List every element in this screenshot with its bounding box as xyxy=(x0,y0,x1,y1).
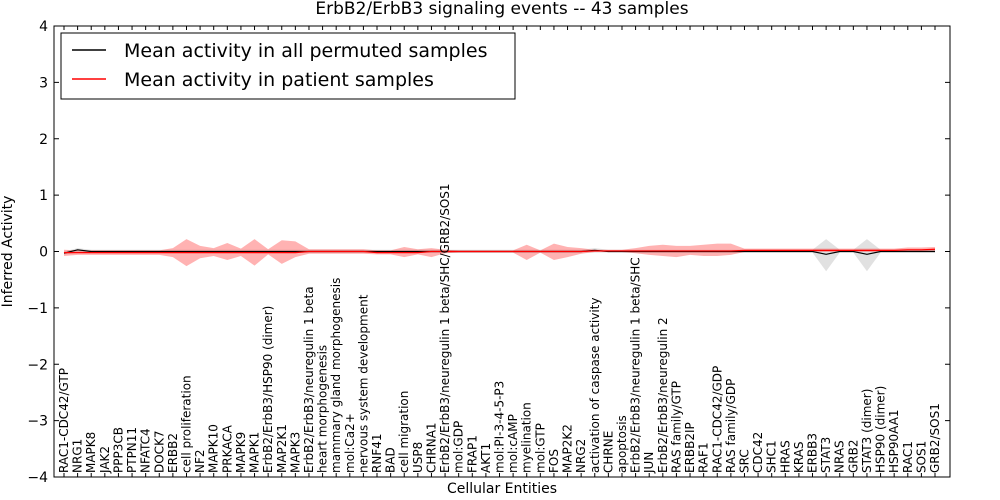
x-category-label: STAT3 xyxy=(819,437,833,473)
x-category-label: BAD xyxy=(384,447,398,473)
line-series-2 xyxy=(64,248,936,254)
x-category-label: MAPK8 xyxy=(84,432,98,473)
x-category-label: GRB2/SOS1 xyxy=(928,403,942,473)
y-tick-label: 0 xyxy=(39,245,48,261)
x-category-label: SOS1 xyxy=(914,441,928,473)
x-category-label: NFATC4 xyxy=(139,428,153,473)
x-category-label: JUN xyxy=(642,452,656,474)
chart-title: ErbB2/ErbB3 signaling events -- 43 sampl… xyxy=(315,0,688,19)
x-category-label: ERBB2IP xyxy=(683,422,697,473)
x-category-label: PPP3CB xyxy=(111,427,125,473)
x-category-label: HRAS xyxy=(778,440,792,473)
legend-label-series-1: Mean activity in all permuted samples xyxy=(124,40,487,62)
y-tick-label: −1 xyxy=(27,301,48,317)
x-category-label: mol:Ca2+ xyxy=(343,413,357,473)
x-category-label: SHC1 xyxy=(765,440,779,473)
x-category-label: ERBB3 xyxy=(806,433,820,473)
x-category-label: RAC1-CDC42/GDP xyxy=(710,366,724,473)
x-axis-ticks: RAC1-CDC42/GTP NRG1 MAPK8 JAK2 PPP3CB PTPN11 N… xyxy=(57,26,942,477)
y-tick-label: 2 xyxy=(39,132,48,148)
x-category-label: RAS family/GTP xyxy=(669,381,683,473)
x-category-label: PRKACA xyxy=(220,424,234,473)
x-category-label: ErbB2/ErbB3/HSP90 (dimer) xyxy=(261,306,275,473)
legend-box xyxy=(60,32,516,100)
x-category-label: MAPK10 xyxy=(207,424,221,473)
x-category-label: MAP2K2 xyxy=(561,424,575,473)
x-category-label: mol:PI-3-4-5-P3 xyxy=(493,381,507,473)
x-category-label: USP8 xyxy=(411,442,425,473)
x-category-label: PTPN11 xyxy=(125,427,139,473)
x-category-label: ErbB2/ErbB3/neuregulin 2 xyxy=(656,317,670,473)
x-category-label: mol:cAMP xyxy=(506,414,520,473)
x-category-label: myelination xyxy=(520,402,534,473)
x-category-label: heart morphogenesis xyxy=(316,345,330,473)
plot-frame xyxy=(53,25,951,478)
x-category-label: AKT1 xyxy=(479,443,493,473)
x-category-label: RAC1-CDC42/GTP xyxy=(57,368,71,473)
x-category-label: MAP2K1 xyxy=(275,424,289,473)
y-tick-label: 1 xyxy=(39,188,48,204)
series-lines xyxy=(63,248,936,255)
x-category-label: mol:GTP xyxy=(533,423,547,473)
x-category-label: ERBB2 xyxy=(166,433,180,473)
x-category-label: NRG1 xyxy=(71,439,85,473)
x-category-label: KRAS xyxy=(792,441,806,473)
confidence-bands xyxy=(64,239,935,272)
x-category-label: NRAS xyxy=(833,440,847,473)
x-category-label: MAPK1 xyxy=(248,432,262,473)
y-tick-label: −4 xyxy=(27,470,48,486)
x-category-label: MAPK3 xyxy=(288,432,302,473)
band-series-2 xyxy=(64,239,935,267)
x-category-label: STAT3 (dimer) xyxy=(860,389,874,473)
x-axis-title: Cellular Entities xyxy=(447,481,557,497)
x-category-label: nervous system development xyxy=(356,294,370,473)
x-category-label: RAS family/GDP xyxy=(724,379,738,473)
y-axis-ticks: −4 −3 −2 −1 0 1 2 3 4 xyxy=(27,19,950,486)
x-category-label: HSP90AA1 xyxy=(887,409,901,473)
x-category-label: ErbB2/ErbB3/neuregulin 1 beta/SHC/GRB2/S… xyxy=(438,183,452,473)
x-category-label: CHRNE xyxy=(601,431,615,473)
x-category-label: ErbB2/ErbB3/neuregulin 1 beta xyxy=(302,286,316,473)
y-tick-label: 4 xyxy=(39,19,48,35)
x-category-label: NRG2 xyxy=(574,439,588,473)
y-tick-label: −3 xyxy=(27,414,48,430)
y-axis-title: Inferred Activity xyxy=(0,196,16,308)
legend: Mean activity in all permuted samples Mea… xyxy=(60,32,516,100)
x-category-label: DOCK7 xyxy=(152,430,166,473)
x-category-label: apoptosis xyxy=(615,415,629,473)
x-category-label: MAPK9 xyxy=(234,432,248,473)
legend-label-series-2: Mean activity in patient samples xyxy=(124,69,434,91)
x-category-label: FOS xyxy=(547,449,561,473)
x-category-label: RAC1 xyxy=(901,441,915,473)
x-category-label: CDC42 xyxy=(751,432,765,473)
x-category-label: CHRNA1 xyxy=(424,422,438,473)
x-category-label: mol:GDP xyxy=(452,421,466,473)
x-category-label: cell proliferation xyxy=(179,375,193,473)
x-category-label: HSP90 (dimer) xyxy=(874,386,888,473)
x-category-label: activation of caspase activity xyxy=(588,298,602,473)
x-category-label: NF2 xyxy=(193,449,207,473)
x-category-label: ErbB2/ErbB3/neuregulin 1 beta/SHC xyxy=(629,257,643,473)
x-category-label: mammary gland morphogenesis xyxy=(329,278,343,473)
x-category-label: FRAP1 xyxy=(465,435,479,473)
x-category-label: RAF1 xyxy=(697,442,711,473)
y-tick-label: −2 xyxy=(27,357,48,373)
x-category-label: JAK2 xyxy=(98,446,112,474)
x-category-label: cell migration xyxy=(397,391,411,473)
x-category-label: RNF41 xyxy=(370,434,384,474)
x-category-label: SRC xyxy=(737,449,751,473)
y-tick-label: 3 xyxy=(39,75,48,91)
x-category-label: GRB2 xyxy=(846,439,860,473)
